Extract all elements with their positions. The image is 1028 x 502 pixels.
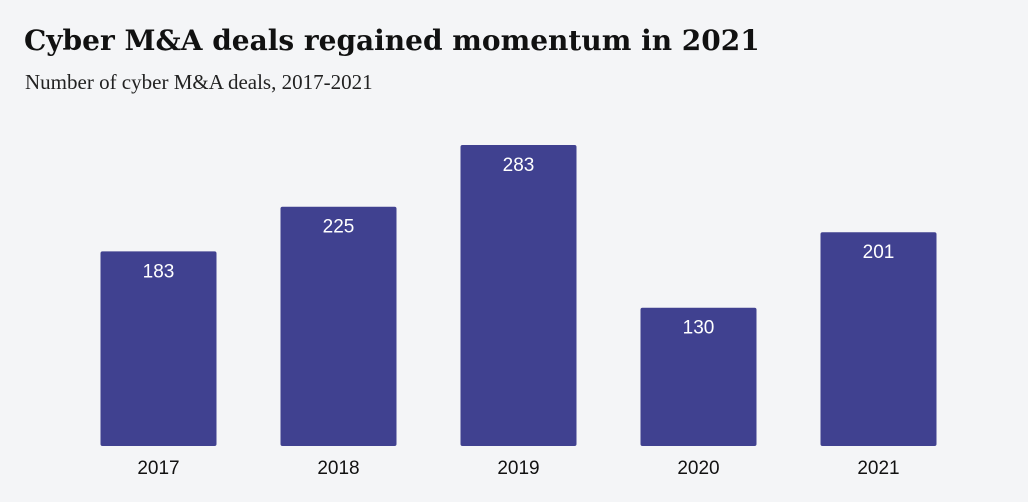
bar-value-label-2018: 225 bbox=[323, 217, 355, 238]
bar-2019 bbox=[460, 145, 577, 446]
bar-value-label-2017: 183 bbox=[143, 261, 175, 282]
x-axis-ticks: 2017 2018 2019 2020 2021 bbox=[137, 458, 899, 479]
bar-2021 bbox=[820, 232, 937, 446]
bar-2017 bbox=[100, 251, 217, 446]
x-tick-label-2019: 2019 bbox=[497, 458, 539, 479]
bar-2018 bbox=[280, 206, 397, 446]
x-tick-label-2021: 2021 bbox=[857, 458, 899, 479]
bar-value-label-2021: 201 bbox=[863, 242, 895, 263]
x-tick-label-2018: 2018 bbox=[317, 458, 359, 479]
bars-group bbox=[100, 145, 937, 446]
x-tick-label-2020: 2020 bbox=[677, 458, 719, 479]
chart-subtitle: Number of cyber M&A deals, 2017-2021 bbox=[25, 70, 373, 94]
chart-title: Cyber M&A deals regained momentum in 202… bbox=[24, 24, 760, 57]
bar-labels-group: 183 225 283 130 201 bbox=[143, 155, 895, 339]
bar-value-label-2019: 283 bbox=[503, 155, 535, 176]
x-tick-label-2017: 2017 bbox=[137, 458, 179, 479]
bar-value-label-2020: 130 bbox=[683, 318, 715, 339]
bar-2020 bbox=[640, 307, 757, 446]
